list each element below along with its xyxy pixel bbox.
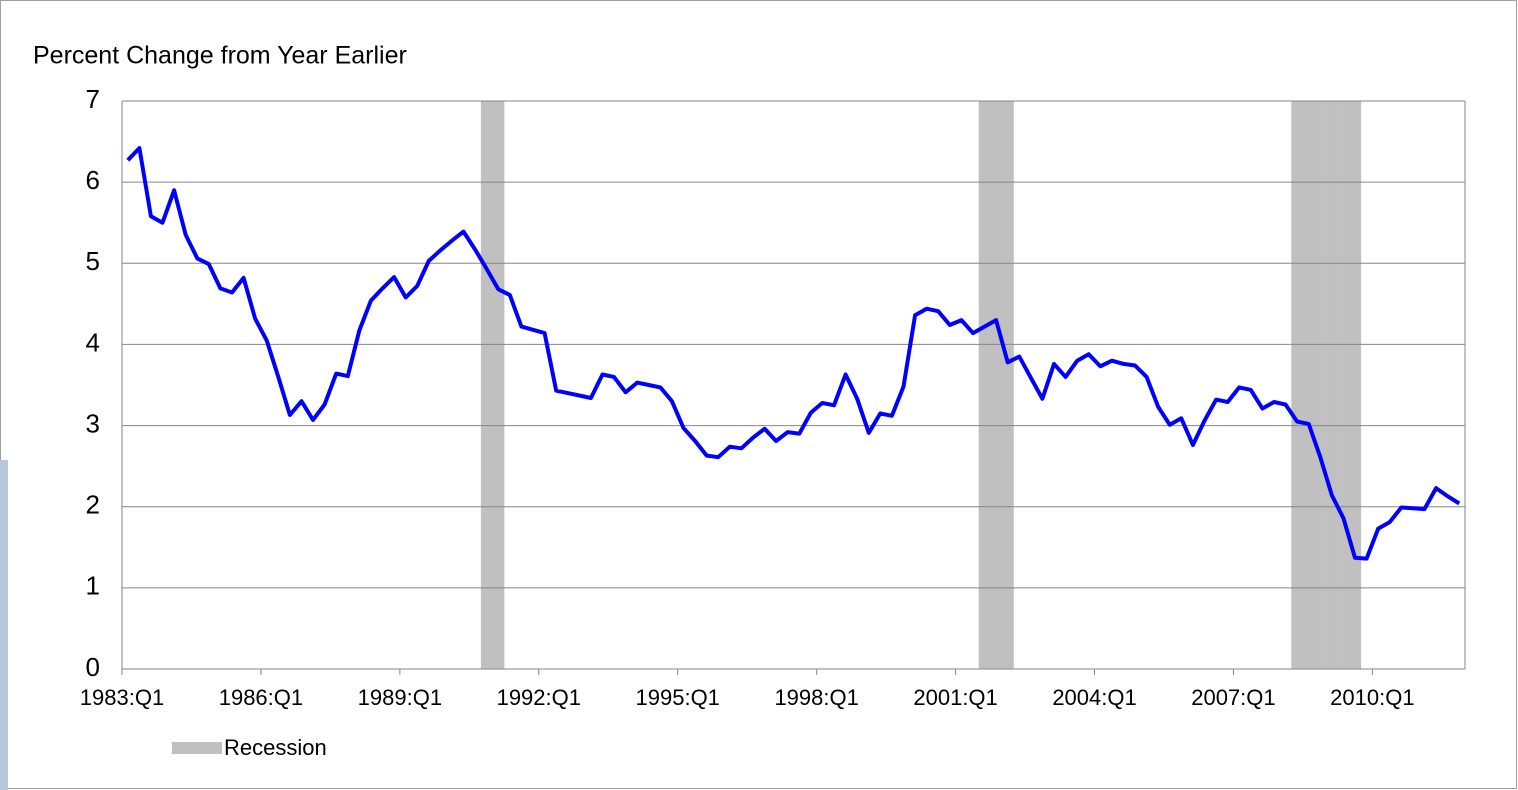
legend-swatch bbox=[172, 742, 222, 754]
x-tick-label: 1989:Q1 bbox=[358, 685, 442, 710]
recession-bar bbox=[1326, 101, 1338, 669]
y-tick-label: 6 bbox=[86, 165, 100, 195]
x-tick-label: 2001:Q1 bbox=[913, 685, 997, 710]
x-tick-label: 2007:Q1 bbox=[1191, 685, 1275, 710]
legend-label: Recession bbox=[224, 735, 327, 760]
y-tick-label: 0 bbox=[86, 652, 100, 682]
recession-bar bbox=[1001, 101, 1014, 669]
y-tick-label: 3 bbox=[86, 408, 100, 438]
chart-title: Percent Change from Year Earlier bbox=[33, 42, 407, 70]
recession-bar bbox=[492, 101, 505, 669]
data-line bbox=[126, 146, 1461, 561]
y-tick-label: 4 bbox=[86, 327, 100, 357]
x-tick-label: 1986:Q1 bbox=[219, 685, 303, 710]
y-tick-label: 5 bbox=[86, 246, 100, 276]
y-tick-label: 2 bbox=[86, 490, 100, 520]
x-tick-label: 2004:Q1 bbox=[1052, 685, 1136, 710]
recession-bar bbox=[990, 101, 1003, 669]
recession-bar bbox=[1349, 101, 1362, 669]
recession-bar bbox=[1302, 101, 1315, 669]
x-tick-label: 1998:Q1 bbox=[774, 685, 858, 710]
recession-bar bbox=[480, 101, 493, 669]
x-tick-label: 1992:Q1 bbox=[497, 685, 581, 710]
recession-bar bbox=[978, 101, 991, 669]
window-edge bbox=[0, 460, 8, 790]
x-tick-label: 2010:Q1 bbox=[1330, 685, 1414, 710]
y-tick-label: 1 bbox=[86, 571, 100, 601]
x-tick-label: 1983:Q1 bbox=[80, 685, 164, 710]
recession-bar bbox=[1337, 101, 1350, 669]
y-tick-label: 7 bbox=[86, 84, 100, 114]
recession-bar bbox=[1291, 101, 1304, 669]
recession-bar bbox=[1314, 101, 1327, 669]
x-tick-label: 1995:Q1 bbox=[636, 685, 720, 710]
